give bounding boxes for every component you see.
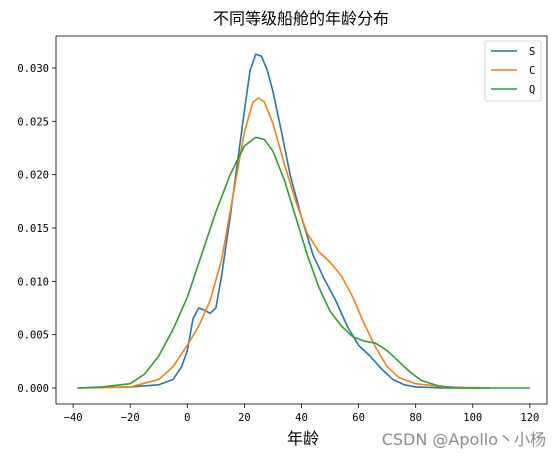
watermark: CSDN @Apollo丶小杨: [382, 430, 546, 449]
legend: SCQ: [485, 41, 541, 101]
y-tick-label: 0.025: [17, 116, 49, 128]
y-tick-label: 0.000: [17, 383, 49, 395]
x-tick-label: 120: [520, 412, 539, 424]
x-tick-label: −40: [64, 412, 83, 424]
x-tick-label: 20: [238, 412, 251, 424]
legend-label-Q: Q: [529, 84, 535, 96]
chart-title: 不同等级船舱的年龄分布: [213, 9, 389, 28]
x-tick-label: −20: [121, 412, 140, 424]
y-tick-label: 0.030: [17, 63, 49, 75]
x-tick-label: 60: [352, 412, 365, 424]
x-tick-label: 40: [295, 412, 308, 424]
legend-label-C: C: [529, 65, 535, 77]
x-tick-label: 100: [463, 412, 482, 424]
x-axis-label: 年龄: [287, 429, 319, 448]
x-tick-label: 80: [409, 412, 422, 424]
y-tick-label: 0.005: [17, 330, 49, 342]
legend-label-S: S: [529, 46, 535, 58]
x-tick-label: 0: [184, 412, 190, 424]
y-tick-label: 0.020: [17, 170, 49, 182]
y-tick-label: 0.010: [17, 276, 49, 288]
y-tick-label: 0.015: [17, 223, 49, 235]
